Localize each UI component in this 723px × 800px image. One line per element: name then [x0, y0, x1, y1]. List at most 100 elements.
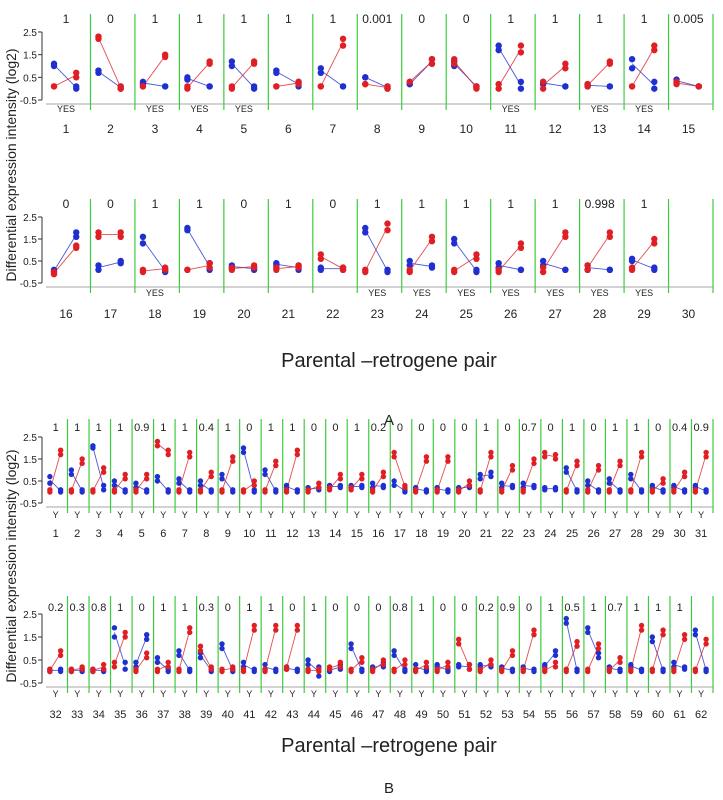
retrogene-point — [95, 35, 102, 42]
pair-label: 11 — [265, 528, 276, 540]
parental-point — [531, 484, 537, 491]
retrogene-point — [143, 476, 150, 482]
yes-marker: YES — [457, 288, 475, 298]
parental-point — [47, 480, 53, 486]
pair-label: 52 — [480, 709, 492, 721]
retrogene-point — [251, 627, 257, 633]
parental-point — [423, 668, 430, 675]
retrogene-point — [402, 661, 408, 668]
probability-label: 1 — [225, 422, 231, 434]
yes-marker: Y — [268, 689, 274, 699]
retrogene-point — [295, 264, 302, 271]
retrogene-point — [574, 638, 580, 645]
probability-label: 1 — [117, 422, 123, 434]
retrogene-point — [165, 664, 171, 670]
retrogene-point — [326, 666, 333, 672]
retrogene-point — [585, 668, 591, 675]
retrogene-point — [73, 74, 80, 81]
parental-point — [562, 266, 569, 273]
yes-marker: Y — [591, 689, 597, 699]
probability-label: 0 — [591, 422, 597, 434]
parental-line — [142, 239, 166, 272]
retrogene-point — [517, 244, 525, 251]
y-tick-label: -0.5 — [20, 279, 38, 290]
parental-point — [139, 233, 147, 240]
retrogene-point — [295, 80, 302, 88]
pair-label: 40 — [222, 709, 234, 721]
parental-point — [563, 615, 569, 622]
parental-point — [451, 235, 458, 243]
parental-point — [122, 659, 128, 665]
parental-point — [251, 489, 257, 495]
retrogene-point — [359, 655, 365, 661]
probability-label: 1 — [96, 422, 102, 434]
retrogene-point — [651, 46, 658, 54]
parental-point — [671, 659, 677, 665]
retrogene-line — [264, 463, 277, 492]
retrogene-point — [176, 489, 182, 495]
yes-marker: Y — [505, 510, 511, 520]
parental-point — [240, 659, 247, 665]
pair-label: 4 — [196, 122, 203, 136]
parental-point — [477, 476, 483, 482]
retrogene-point — [488, 454, 494, 460]
yes-marker: Y — [225, 689, 231, 699]
pair-label: 48 — [394, 709, 406, 721]
yes-marker: YES — [368, 288, 386, 298]
yes-marker: Y — [655, 510, 661, 520]
retrogene-line — [53, 246, 77, 274]
parental-point — [445, 489, 451, 495]
retrogene-point — [273, 462, 279, 469]
probability-label: 0.8 — [91, 602, 106, 614]
parental-point — [143, 636, 150, 642]
retrogene-point — [466, 482, 473, 489]
retrogene-line — [631, 240, 655, 269]
parental-point — [359, 668, 365, 675]
retrogene-point — [90, 489, 96, 495]
retrogene-point — [339, 42, 347, 49]
parental-point — [406, 262, 413, 269]
parental-point — [122, 666, 128, 672]
pair-label: 23 — [523, 528, 535, 540]
parental-point — [628, 56, 636, 63]
pair-label: 16 — [372, 528, 384, 540]
probability-label: 1 — [74, 422, 80, 434]
yes-marker: Y — [612, 510, 618, 520]
yes-marker: Y — [182, 510, 188, 520]
retrogene-point — [660, 627, 666, 633]
parental-point — [337, 484, 344, 491]
pair-label: 55 — [544, 709, 556, 721]
retrogene-line — [142, 55, 166, 87]
parental-point — [339, 83, 347, 90]
retrogene-point — [359, 659, 365, 665]
retrogene-point — [337, 659, 344, 665]
pair-label: 29 — [652, 528, 664, 540]
yes-marker: Y — [461, 510, 467, 520]
retrogene-line — [694, 641, 707, 671]
retrogene-point — [294, 447, 301, 453]
probability-label: 1 — [285, 197, 292, 211]
pair-label: 20 — [458, 528, 470, 540]
retrogene-point — [317, 251, 325, 258]
yes-marker: YES — [146, 288, 164, 298]
retrogene-point — [117, 229, 124, 236]
parental-point — [384, 268, 391, 276]
parental-point — [628, 65, 636, 72]
retrogene-point — [499, 489, 505, 495]
retrogene-line — [630, 454, 642, 492]
retrogene-line — [113, 634, 126, 665]
pair-label: 4 — [117, 528, 123, 540]
retrogene-point — [161, 53, 169, 61]
retrogene-point — [531, 627, 537, 633]
retrogene-point — [495, 85, 502, 92]
y-tick-label: 0.5 — [23, 73, 37, 84]
yes-marker: Y — [53, 510, 59, 520]
retrogene-point — [649, 668, 656, 675]
parental-point — [517, 266, 525, 273]
pair-label: 25 — [460, 307, 474, 321]
retrogene-point — [380, 473, 387, 480]
yes-marker: Y — [289, 689, 295, 699]
retrogene-point — [273, 266, 280, 273]
pair-label: 36 — [136, 709, 148, 721]
parental-line — [276, 71, 299, 85]
